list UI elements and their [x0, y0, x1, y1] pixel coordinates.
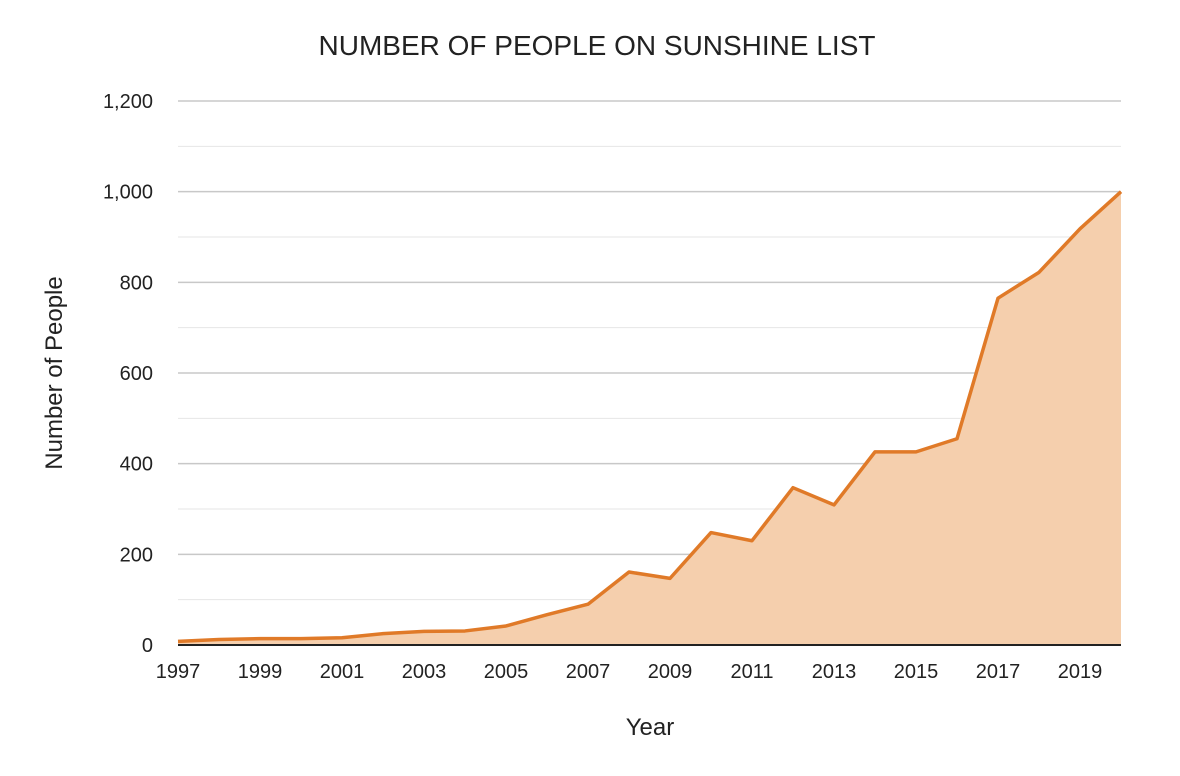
y-tick-label: 400	[120, 454, 153, 476]
y-tick-label: 1,200	[103, 91, 153, 113]
x-tick-label: 2005	[484, 661, 529, 683]
area-layer	[177, 190, 1123, 646]
x-axis-title: Year	[626, 714, 675, 741]
x-tick-label: 1997	[156, 661, 201, 683]
y-tick-label: 200	[120, 544, 153, 566]
grid-layer	[178, 100, 1121, 601]
x-tick-label: 2009	[648, 661, 693, 683]
y-tick-label: 0	[142, 635, 153, 657]
x-tick-label: 2003	[402, 661, 447, 683]
y-axis-title: Number of People	[41, 276, 68, 469]
x-tick-label: 2001	[320, 661, 365, 683]
series-line	[177, 190, 1123, 644]
x-tick-label: 2017	[976, 661, 1021, 683]
x-tick-labels: 1997 1999 2001 2003 2005 2007 2009 2011 2013 2015…	[156, 661, 1103, 683]
x-tick-label: 2015	[894, 661, 939, 683]
chart-title: NUMBER OF PEOPLE ON SUNSHINE LIST	[319, 30, 876, 61]
series-area-fill	[178, 191, 1121, 645]
x-tick-label: 2011	[730, 661, 773, 683]
y-tick-labels: 0 200 400 600 800 1,000 1,200	[103, 91, 153, 657]
x-tick-label: 2007	[566, 661, 611, 683]
y-tick-label: 800	[120, 272, 153, 294]
x-tick-label: 1999	[238, 661, 283, 683]
y-tick-label: 1,000	[103, 182, 153, 204]
x-tick-label: 2013	[812, 661, 857, 683]
x-tick-label: 2019	[1058, 661, 1103, 683]
y-tick-label: 600	[120, 363, 153, 385]
